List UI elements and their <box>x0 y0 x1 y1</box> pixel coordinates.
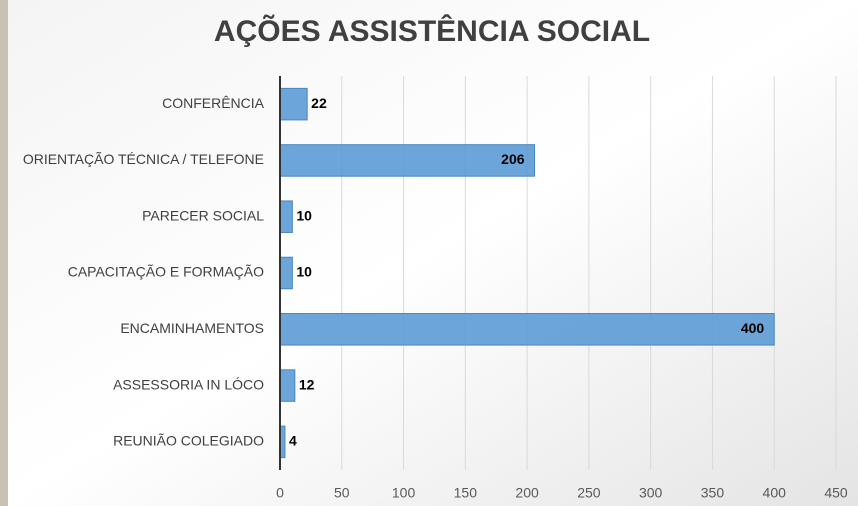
data-label: 4 <box>289 433 297 449</box>
y-tick-label: ORIENTAÇÃO TÉCNICA / TELEFONE <box>23 151 264 167</box>
left-edge <box>0 0 8 506</box>
y-tick-label: CONFERÊNCIA <box>162 95 265 111</box>
y-tick-label: CAPACITAÇÃO E FORMAÇÃO <box>68 264 264 280</box>
chart-title: AÇÕES ASSISTÊNCIA SOCIAL <box>214 14 650 48</box>
x-tick-label: 400 <box>763 485 787 501</box>
data-label: 10 <box>296 207 312 223</box>
y-tick-label: ASSESSORIA IN LÓCO <box>113 376 264 392</box>
bar <box>279 144 536 177</box>
bar <box>279 256 293 290</box>
x-tick-label: 350 <box>701 485 725 501</box>
bar <box>279 200 293 233</box>
x-tick-label: 150 <box>454 485 478 501</box>
bar <box>279 313 775 346</box>
x-tick-label: 50 <box>334 485 350 501</box>
x-tick-label: 450 <box>824 485 848 501</box>
bar <box>279 87 308 121</box>
y-tick-label: REUNIÃO COLEGIADO <box>113 433 264 449</box>
data-label: 22 <box>311 95 327 111</box>
x-tick-label: 250 <box>577 485 601 501</box>
y-tick-label: ENCAMINHAMENTOS <box>120 320 264 336</box>
plot: CONFERÊNCIA 22 ORIENTAÇÃO TÉCNICA / TELEFO… <box>23 76 775 470</box>
x-tick-label: 300 <box>639 485 663 501</box>
grid: 0 50 100 150 200 250 300 350 400 450 <box>276 76 848 501</box>
y-tick-label: PARECER SOCIAL <box>142 207 264 223</box>
x-tick-label: 100 <box>392 485 416 501</box>
x-tick-label: 200 <box>515 485 539 501</box>
data-label: 400 <box>741 320 765 336</box>
bar <box>279 369 296 402</box>
data-label: 206 <box>501 151 525 167</box>
x-tick-label: 0 <box>276 485 284 501</box>
data-label: 12 <box>299 376 315 392</box>
data-label: 10 <box>296 264 312 280</box>
